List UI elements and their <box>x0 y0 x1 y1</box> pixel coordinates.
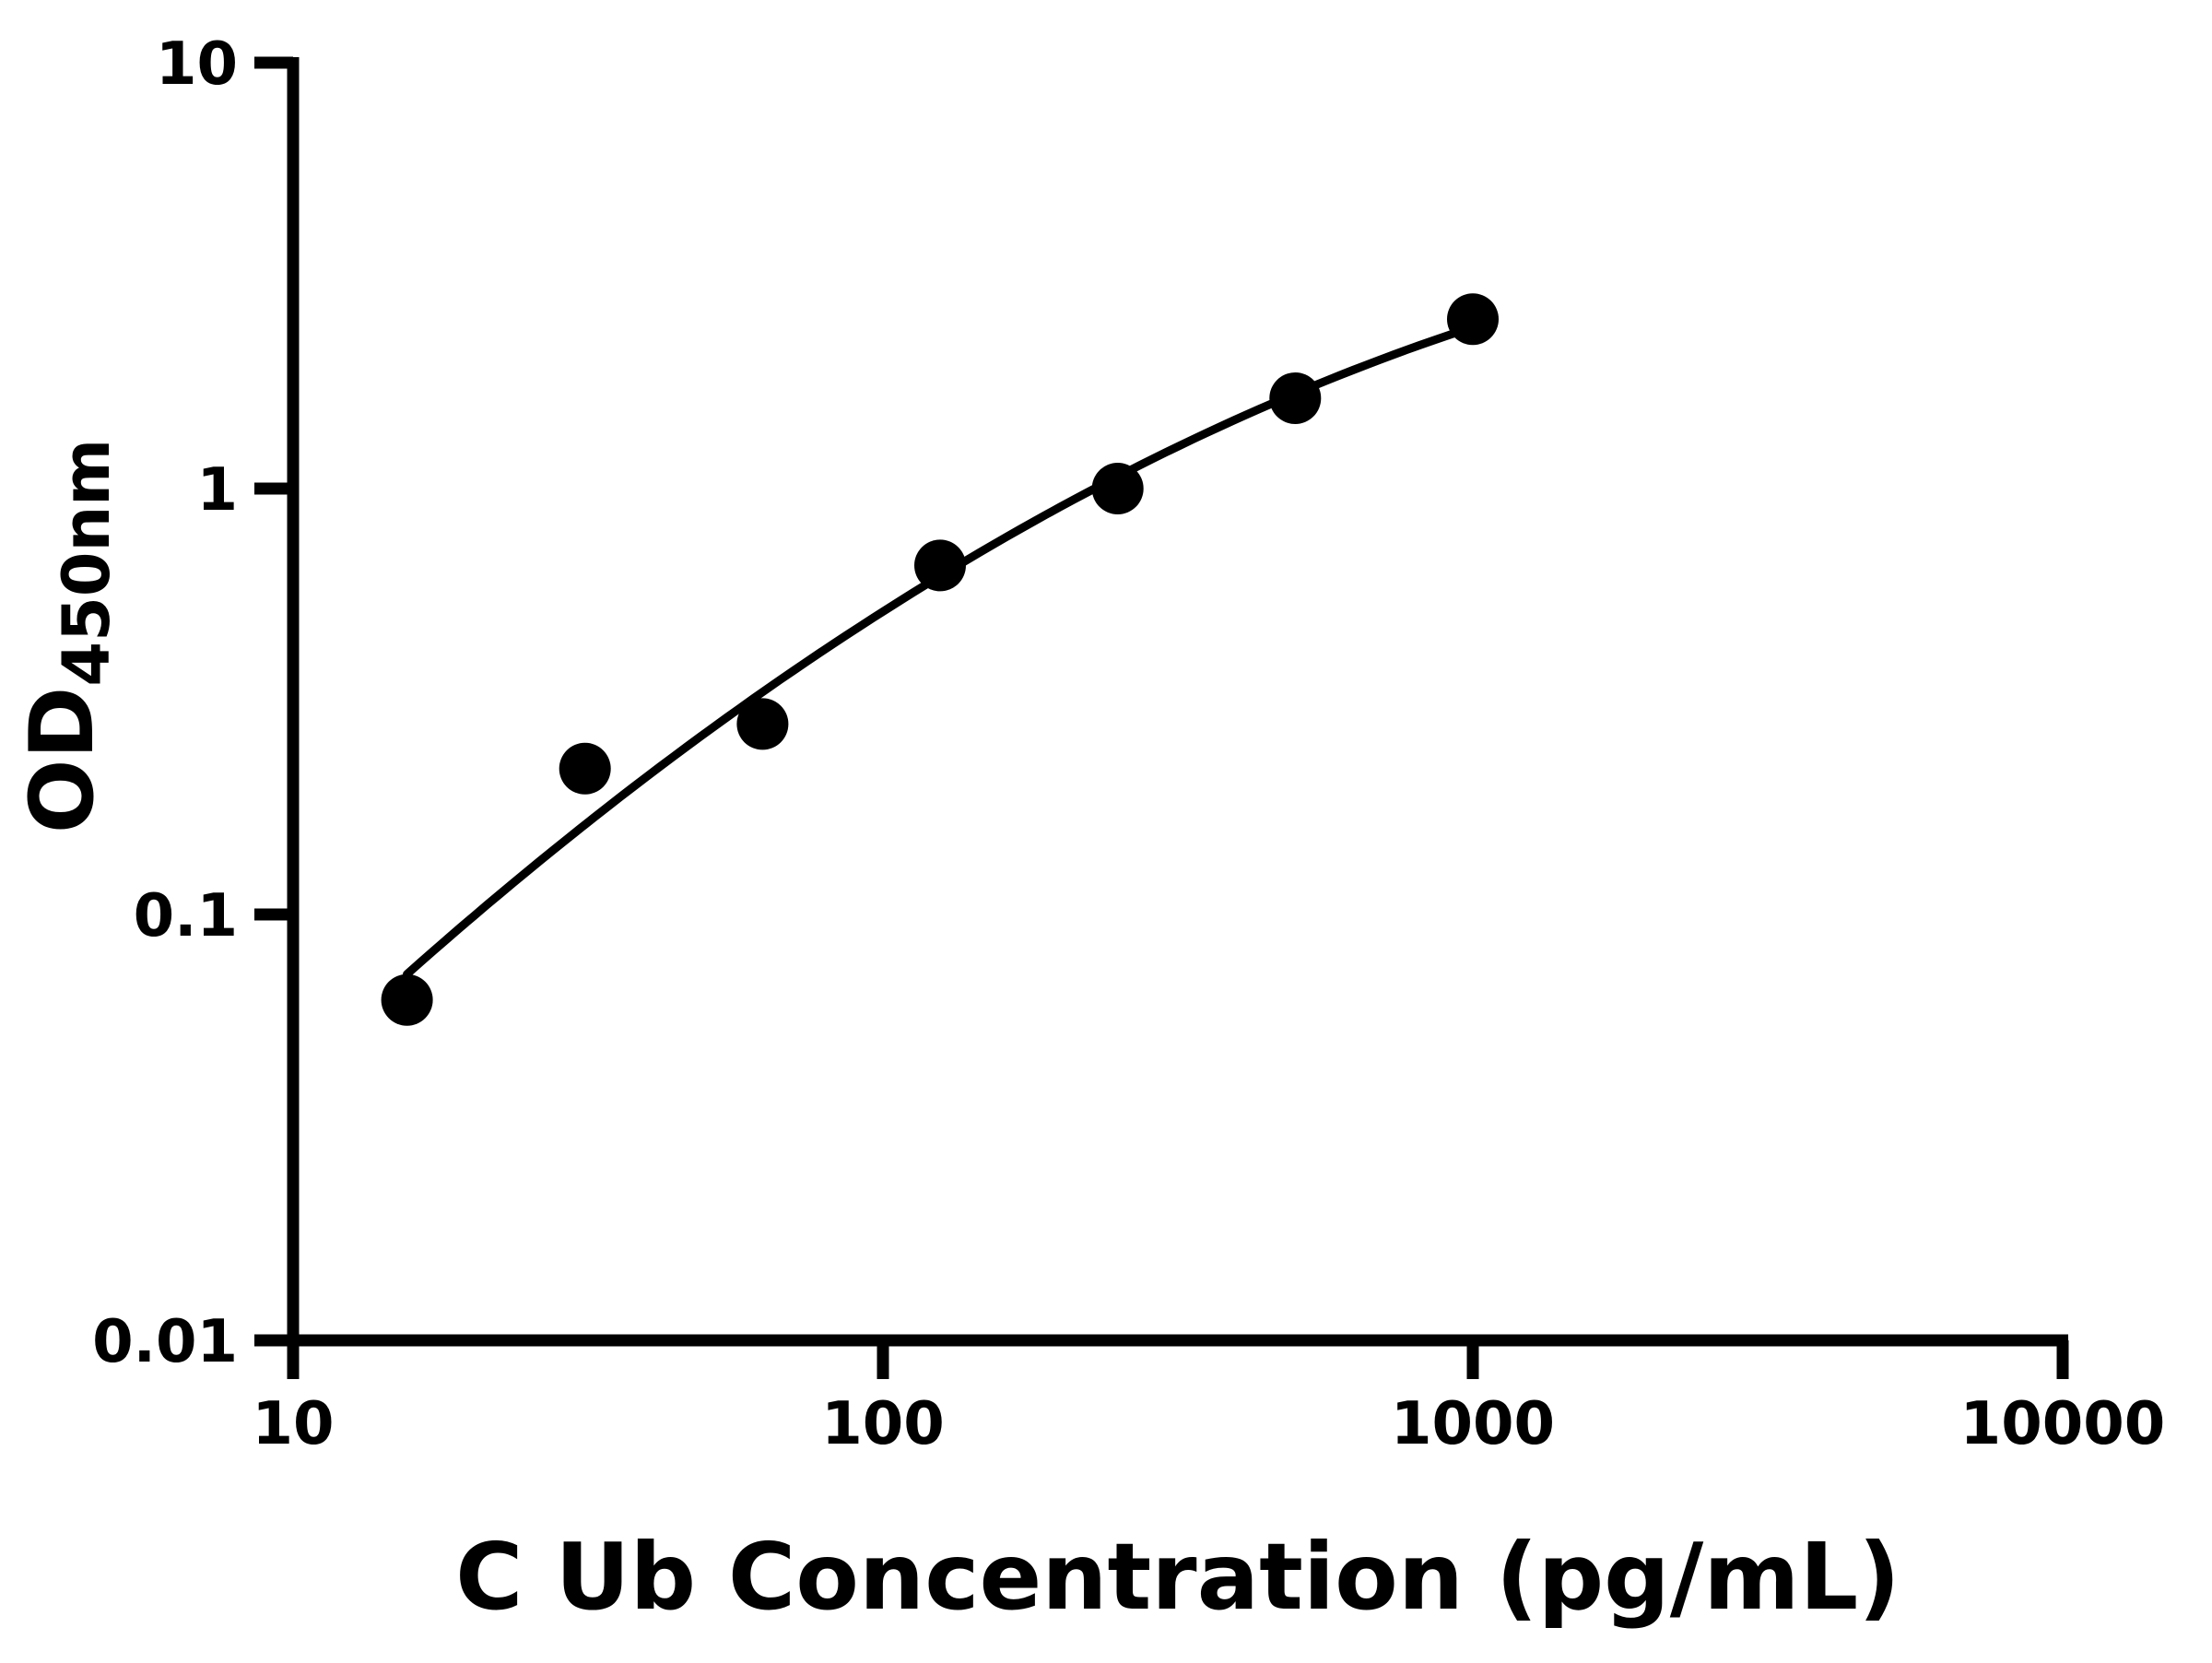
y-tick-label: 10 <box>156 30 238 99</box>
data-point <box>914 539 966 592</box>
x-tick-label: 1000 <box>1391 1390 1555 1458</box>
x-tick-label: 100 <box>821 1390 945 1458</box>
y-tick-label: 0.01 <box>92 1308 238 1376</box>
y-axis-title-sub: 450nm <box>49 439 124 687</box>
x-tick-label: 10 <box>252 1390 334 1458</box>
tick-marks: 0.01 0.1 1 10 10 100 1000 10000 <box>92 30 2165 1458</box>
data-point <box>1091 463 1144 514</box>
fit-curve <box>403 323 1477 979</box>
y-axis-title: OD450nm <box>12 439 124 834</box>
x-tick-label: 10000 <box>1960 1390 2166 1458</box>
y-axis-title-main: OD <box>12 687 113 834</box>
data-point <box>1447 293 1499 346</box>
data-point <box>381 973 433 1026</box>
y-tick-label: 1 <box>196 456 238 525</box>
data-point <box>736 698 789 750</box>
y-tick-label: 0.1 <box>134 882 238 950</box>
axes <box>287 57 2068 1347</box>
data-points <box>381 293 1499 1026</box>
data-point <box>559 742 611 795</box>
x-axis-title: C Ub Concentration (pg/mL) <box>455 1523 1900 1631</box>
data-point <box>1269 372 1322 424</box>
